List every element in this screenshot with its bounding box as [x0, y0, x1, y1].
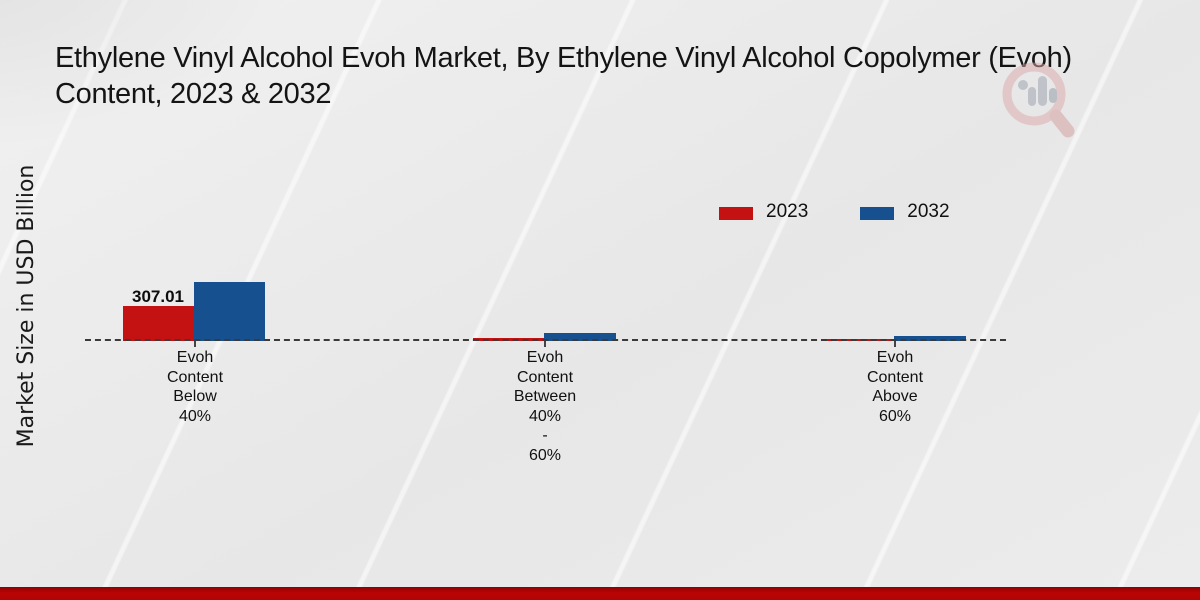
bar-2023-below-40: [123, 306, 194, 341]
legend-item-2023: 2023: [719, 201, 808, 223]
footer-accent-bar: [0, 587, 1200, 600]
category-label-above-60: Evoh Content Above 60%: [866, 349, 924, 425]
legend-swatch-2032: [860, 206, 895, 220]
chart-title: Ethylene Vinyl Alcohol Evoh Market, By E…: [55, 42, 1072, 110]
legend-label-2023: 2023: [766, 201, 809, 222]
bar-2032-above-60: [894, 336, 966, 341]
axis-tick: [194, 341, 196, 347]
bar-2032-below-40: [194, 282, 265, 341]
magnifier-barchart-logo-icon: [1002, 62, 1075, 138]
category-label-between-40-60: Evoh Content Between 40% - 60%: [513, 349, 577, 464]
category-label-below-40: Evoh Content Below 40%: [166, 349, 224, 425]
axis-tick: [894, 341, 896, 347]
x-axis-baseline: [85, 339, 1006, 341]
legend-label-2032: 2032: [907, 201, 950, 222]
axis-tick: [544, 341, 546, 347]
legend-swatch-2023: [719, 206, 753, 220]
legend-item-2032: 2032: [860, 201, 950, 223]
y-axis-label: Market Size in USD Billion: [14, 164, 39, 448]
bar-2032-between-40-60: [544, 333, 616, 341]
data-label-307-01: 307.01: [132, 287, 184, 306]
legend: 2023 2032: [719, 201, 950, 223]
